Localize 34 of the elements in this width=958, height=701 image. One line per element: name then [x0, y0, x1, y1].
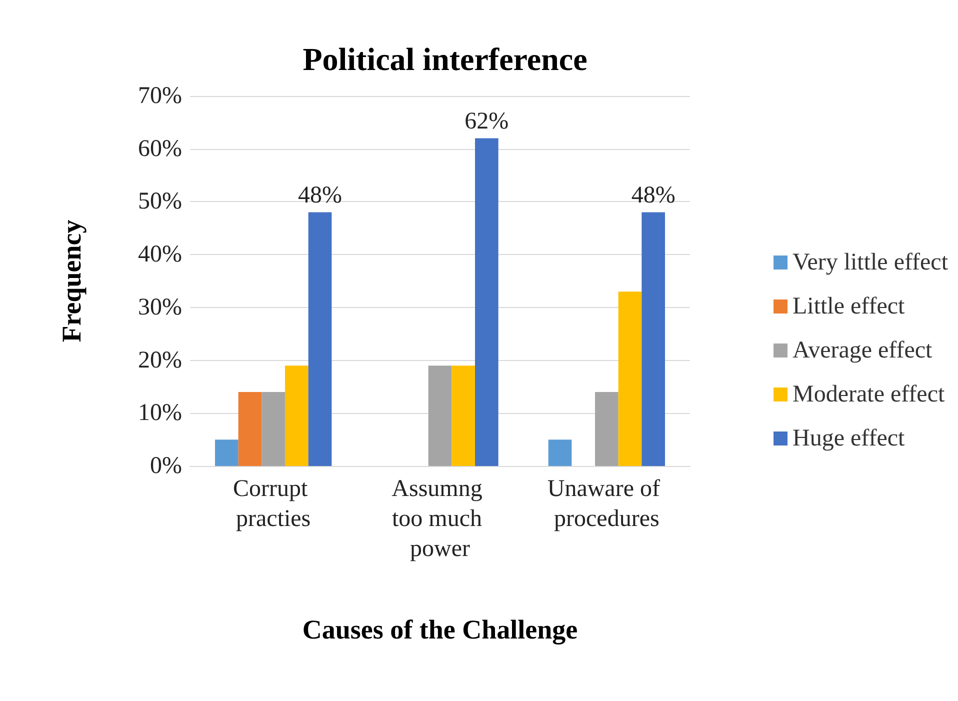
y-tick-label: 70%: [138, 83, 182, 109]
y-tick-label: 10%: [138, 400, 182, 426]
bar: [548, 440, 572, 466]
y-tick-label: 30%: [138, 294, 182, 320]
x-tick-label: Corrupt practies: [232, 476, 314, 532]
bar: [308, 212, 332, 466]
data-label: 62%: [464, 108, 509, 134]
bar: [428, 366, 452, 466]
bar: [595, 392, 618, 466]
legend-label: Average effect: [792, 338, 933, 364]
y-tick-label: 60%: [138, 136, 182, 162]
y-tick-label: 40%: [138, 242, 182, 268]
x-axis-title: Causes of the Challenge: [302, 614, 578, 644]
x-tick-label: Assumng too much power: [392, 476, 488, 562]
bar: [452, 366, 475, 466]
bar: [285, 366, 308, 466]
bar: [262, 392, 285, 466]
chart-title: Political interference: [302, 41, 588, 77]
bar: [642, 212, 665, 466]
legend-label: Very little effect: [792, 250, 948, 276]
bar: [618, 292, 642, 466]
y-tick-label: 20%: [138, 347, 182, 374]
legend-label: Huge effect: [792, 426, 906, 452]
data-label: 48%: [631, 182, 676, 208]
y-axis-title: Frequency: [56, 219, 86, 342]
y-tick-label: 0%: [150, 453, 182, 479]
legend-label: Moderate effect: [792, 382, 945, 408]
bar: [475, 138, 498, 466]
y-tick-label: 50%: [138, 188, 182, 215]
data-label: 48%: [298, 182, 342, 208]
bar: [238, 392, 262, 466]
legend-label: Little effect: [792, 294, 906, 320]
bar: [215, 440, 238, 466]
x-tick-label: Unaware of procedures: [547, 476, 666, 532]
